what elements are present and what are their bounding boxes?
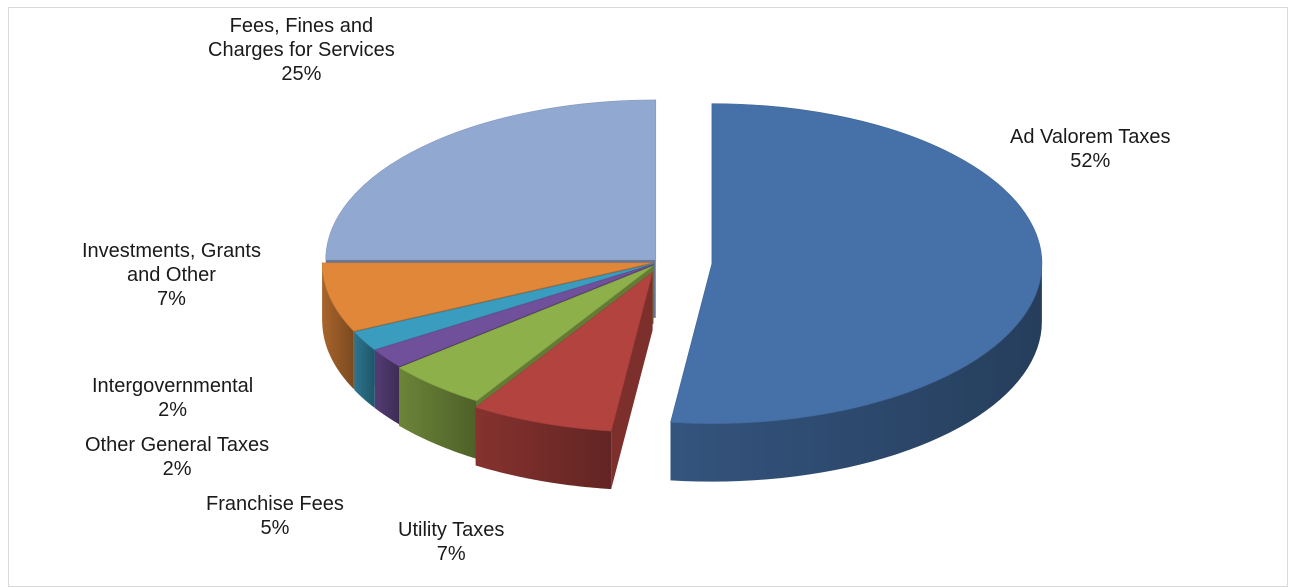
pie-slice-side — [475, 407, 612, 490]
pie-slice-side — [354, 332, 375, 408]
label-utility-value: 7% — [436, 543, 466, 565]
label-fees: Fees, Fines and Charges for Services 25% — [208, 14, 395, 86]
label-utility-name: Utility Taxes — [398, 519, 505, 541]
label-investments-line2: and Other — [127, 264, 216, 286]
label-franchise: Franchise Fees 5% — [206, 492, 344, 540]
pie-slice-top — [475, 271, 654, 432]
label-other-general: Other General Taxes 2% — [85, 433, 269, 481]
label-utility: Utility Taxes 7% — [398, 518, 504, 566]
pie-slice-top — [321, 262, 653, 332]
pie-slice-side — [322, 262, 354, 389]
pie-chart — [321, 99, 1043, 490]
label-other-general-name: Other General Taxes — [85, 434, 270, 456]
label-franchise-value: 5% — [260, 517, 290, 539]
label-fees-line1: Fees, Fines and — [229, 15, 374, 37]
pie-slice-side — [374, 350, 400, 425]
pie-slice-top — [353, 263, 654, 350]
label-intergov: Intergovernmental 2% — [92, 374, 253, 422]
label-ad-valorem-name: Ad Valorem Taxes — [1010, 126, 1171, 148]
label-intergov-name: Intergovernmental — [92, 375, 254, 397]
label-investments-value: 7% — [157, 288, 186, 310]
label-fees-line2: Charges for Services — [208, 39, 395, 61]
label-fees-value: 25% — [281, 63, 322, 85]
label-intergov-value: 2% — [158, 399, 188, 421]
pie-slice-top — [670, 103, 1043, 424]
pie-slice-side — [399, 367, 477, 459]
pie-slice-utility-taxes — [475, 271, 654, 490]
label-ad-valorem-value: 52% — [1070, 150, 1111, 172]
pie-slice-top — [374, 264, 654, 367]
label-ad-valorem: Ad Valorem Taxes 52% — [1010, 125, 1170, 173]
pie-slice-top — [325, 99, 657, 261]
label-other-general-value: 2% — [162, 458, 192, 480]
pie-slice-side — [670, 263, 1042, 482]
label-franchise-name: Franchise Fees — [206, 493, 344, 515]
pie-slice-ad-valorem-taxes — [670, 103, 1043, 482]
label-investments-line1: Investments, Grants — [82, 240, 261, 262]
label-investments: Investments, Grants and Other 7% — [82, 239, 261, 311]
pie-slice-top — [398, 265, 654, 402]
